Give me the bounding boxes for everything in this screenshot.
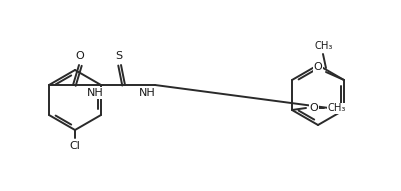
Text: NH: NH bbox=[87, 88, 103, 98]
Text: CH₃: CH₃ bbox=[314, 41, 332, 51]
Text: Cl: Cl bbox=[69, 141, 80, 151]
Text: O: O bbox=[313, 62, 322, 72]
Text: S: S bbox=[115, 51, 122, 61]
Text: CH₃: CH₃ bbox=[327, 103, 345, 113]
Text: O: O bbox=[75, 51, 84, 61]
Text: NH: NH bbox=[138, 88, 155, 98]
Text: O: O bbox=[309, 103, 318, 113]
